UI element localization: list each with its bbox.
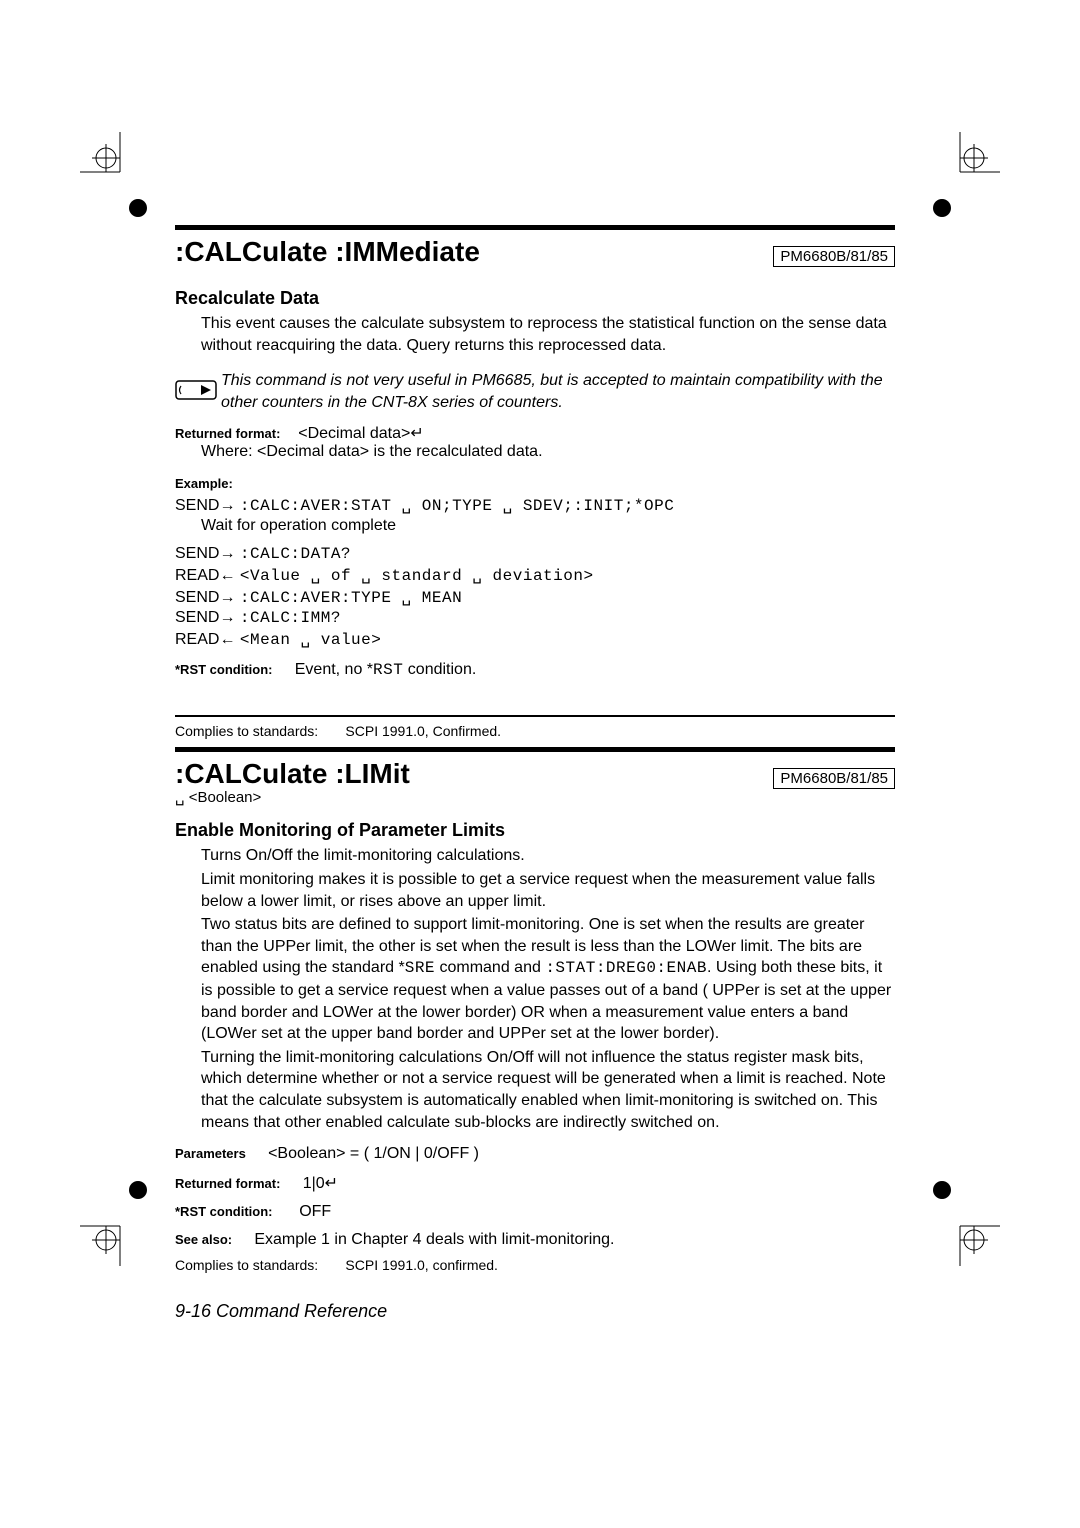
ex-line-4: SEND→ :CALC:AVER:TYPE ␣ MEAN: [175, 587, 895, 607]
rst-val-c: condition.: [403, 661, 476, 678]
boolean-sub: ␣ <Boolean>: [175, 788, 895, 806]
ex-l3-pre: READ←: [175, 567, 240, 584]
thin-rule-1: [175, 715, 895, 717]
returned-value-2: 1|0↵: [303, 1175, 338, 1192]
ex-l6-code: <Mean ␣ value>: [240, 631, 381, 649]
compliance-2: Complies to standards: SCPI 1991.0, conf…: [175, 1257, 895, 1273]
rst-label-1: *RST condition:: [175, 662, 273, 677]
subtitle-2: Enable Monitoring of Parameter Limits: [175, 820, 895, 841]
page-footer: 9-16 Command Reference: [175, 1301, 895, 1322]
returned-row-2: Returned format: 1|0↵: [175, 1173, 895, 1193]
note-text: This command is not very useful in PM668…: [221, 370, 895, 413]
returned-label-2: Returned format:: [175, 1176, 280, 1191]
returned-label-1: Returned format:: [175, 426, 280, 441]
cmd-title-1: :CALCulate :IMMediate: [175, 236, 480, 268]
page: :CALCulate :IMMediate PM6680B/81/85 Reca…: [0, 0, 1080, 1528]
content-area: :CALCulate :IMMediate PM6680B/81/85 Reca…: [175, 225, 895, 1322]
rule-1: [175, 225, 895, 230]
model-box-1: PM6680B/81/85: [773, 246, 895, 267]
returned-value-1: <Decimal data>↵: [298, 425, 423, 442]
rst-val-a: Event, no *: [295, 661, 373, 678]
ex-line-1: SEND→ :CALC:AVER:STAT ␣ ON;TYPE ␣ SDEV;:…: [175, 495, 895, 515]
s2-p4: Turning the limit-monitoring calculation…: [201, 1047, 895, 1133]
ex-l4-code: :CALC:AVER:TYPE ␣ MEAN: [240, 589, 462, 607]
params-value: <Boolean> = ( 1/ON | 0/OFF ): [268, 1145, 479, 1162]
hand-point-icon: [175, 370, 221, 413]
compliance-val-2: SCPI 1991.0, confirmed.: [345, 1257, 498, 1273]
compliance-label-2: Complies to standards:: [175, 1257, 318, 1273]
rst-value-2: OFF: [299, 1203, 331, 1220]
see-label: See also:: [175, 1232, 232, 1247]
desc-1: This event causes the calculate subsyste…: [201, 313, 895, 356]
model-box-2: PM6680B/81/85: [773, 768, 895, 789]
s2-p1: Turns On/Off the limit-monitoring calcul…: [201, 845, 895, 867]
ex-l5-pre: SEND→: [175, 609, 240, 626]
ex-l1-pre: SEND→: [175, 497, 240, 514]
s2-p3-stat: :STAT:DREG0:ENAB: [545, 959, 707, 977]
ex-l2-pre: SEND→: [175, 545, 240, 562]
s2-p3-sre: SRE: [405, 959, 435, 977]
s2-p3: Two status bits are defined to support l…: [201, 914, 895, 1045]
cmd-header-2: :CALCulate :LIMit PM6680B/81/85: [175, 758, 895, 790]
example-label: Example:: [175, 476, 233, 491]
compliance-val-1: SCPI 1991.0, Confirmed.: [345, 723, 501, 739]
compliance-label-1: Complies to standards:: [175, 723, 318, 739]
ex-l5-code: :CALC:IMM?: [240, 609, 341, 627]
ex-line-2: SEND→ :CALC:DATA?: [175, 545, 895, 563]
rst-row-2: *RST condition: OFF: [175, 1203, 895, 1221]
params-label: Parameters: [175, 1146, 246, 1161]
rule-2: [175, 747, 895, 752]
s2-p2: Limit monitoring makes it is possible to…: [201, 869, 895, 912]
rst-label-2: *RST condition:: [175, 1204, 273, 1219]
rst-val-b: RST: [373, 661, 403, 679]
ex-line-5: SEND→ :CALC:IMM?: [175, 609, 895, 627]
ex-l6-pre: READ←: [175, 631, 240, 648]
note-row: This command is not very useful in PM668…: [175, 370, 895, 413]
ex-l4-pre: SEND→: [175, 589, 240, 606]
ex-l3-code: <Value ␣ of ␣ standard ␣ deviation>: [240, 567, 594, 585]
returned-row-1: Returned format: <Decimal data>↵: [175, 423, 895, 443]
see-row: See also: Example 1 in Chapter 4 deals w…: [175, 1231, 895, 1249]
ex-wait: Wait for operation complete: [201, 517, 895, 535]
cmd-title-2: :CALCulate :LIMit: [175, 758, 410, 790]
subtitle-1: Recalculate Data: [175, 288, 895, 309]
cmd-header-1: :CALCulate :IMMediate PM6680B/81/85: [175, 236, 895, 268]
s2-p3b: command and: [435, 959, 545, 976]
ex-l1-code: :CALC:AVER:STAT ␣ ON;TYPE ␣ SDEV;:INIT;*…: [240, 497, 674, 515]
ex-line-3: READ← <Value ␣ of ␣ standard ␣ deviation…: [175, 565, 895, 585]
ex-l2-code: :CALC:DATA?: [240, 545, 351, 563]
returned-where: Where: <Decimal data> is the recalculate…: [201, 443, 895, 461]
params-row: Parameters <Boolean> = ( 1/ON | 0/OFF ): [175, 1145, 895, 1163]
compliance-1: Complies to standards: SCPI 1991.0, Conf…: [175, 723, 895, 739]
rst-row-1: *RST condition: Event, no *RST condition…: [175, 661, 895, 679]
see-value: Example 1 in Chapter 4 deals with limit-…: [254, 1231, 614, 1248]
ex-line-6: READ← <Mean ␣ value>: [175, 629, 895, 649]
